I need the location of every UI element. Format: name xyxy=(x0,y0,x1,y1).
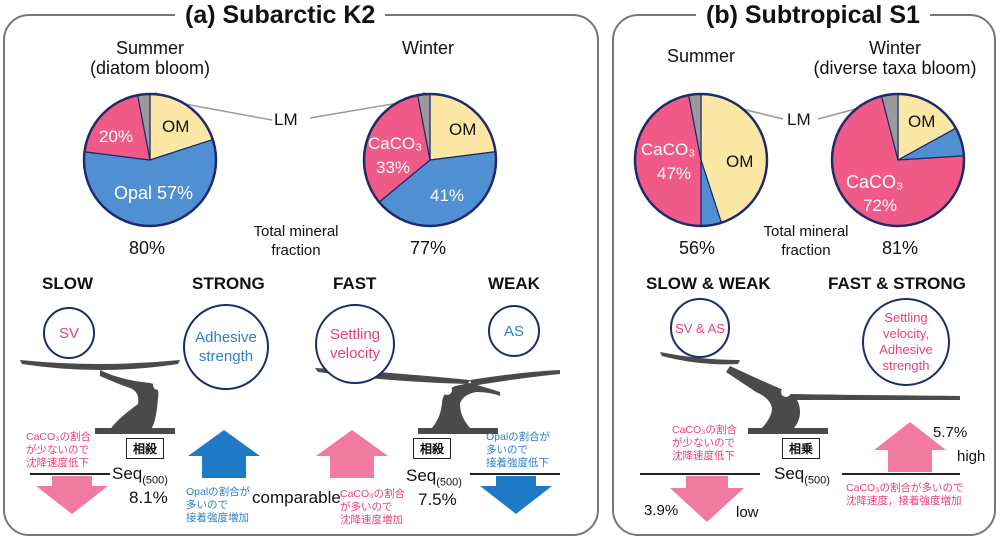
seq-label-b: Seq(500) xyxy=(774,464,830,487)
sv-as-circle-b: SV & AS xyxy=(670,298,730,358)
summer-b-caco3-label: CaCO₃ xyxy=(641,140,696,159)
summer-b-om-label: OM xyxy=(726,152,754,171)
sv-circle-a: SV xyxy=(43,307,95,359)
summer-a-om-label: OM xyxy=(162,117,190,136)
summer-a-total: 80% xyxy=(128,238,166,258)
winter-b-caco3-label: CaCO₃ xyxy=(846,172,904,192)
high-label-b: high xyxy=(957,448,986,465)
arrow-down-blue-a xyxy=(480,476,552,514)
lm-arrowhead-summer-a xyxy=(144,91,157,104)
lm-pointer-winter-a xyxy=(309,97,429,119)
scale-b xyxy=(660,352,960,434)
winter-a-opal-pct: 41% xyxy=(430,186,465,205)
lm-arrowhead-winter-b xyxy=(888,92,901,105)
lm-arrowhead-summer-b xyxy=(694,92,707,105)
panel-a-title: (a) Subarctic K2 xyxy=(175,1,386,30)
offset-box-a-left: 相殺 xyxy=(126,438,165,459)
winter-a-title: Winter xyxy=(401,38,455,58)
winter-a-om-label: OM xyxy=(449,120,477,139)
summer-b-total: 56% xyxy=(678,238,716,258)
winter-b-caco3-pct: 72% xyxy=(863,196,898,215)
weak-label-a: WEAK xyxy=(488,274,540,293)
summer-b-title: Summer xyxy=(666,46,736,66)
as-circle-a: AS xyxy=(488,305,540,357)
summer-a-title: Summer (diatom bloom) xyxy=(89,38,211,78)
settling-circle-a: Settling velocity xyxy=(315,304,395,384)
note-a-pink-mid: CaCO₃の割合 が多いので 沈降速度増加 xyxy=(340,488,405,526)
note-a-pink-left: CaCO₃の割合 が少ないので 沈降速度低下 xyxy=(26,431,91,469)
winter-a-caco3-label: CaCO₃ xyxy=(368,134,423,153)
scale-a-left xyxy=(20,360,180,434)
winter-a-total: 77% xyxy=(409,238,447,258)
summer-b-caco3-pct: 47% xyxy=(657,164,692,183)
fast-label-a: FAST xyxy=(333,274,377,293)
lm-arrowhead-winter-a xyxy=(423,91,436,104)
note-a-blue-mid: Opalの割合が 多いので 接着強度増加 xyxy=(186,486,251,524)
summer-a-opal-label: Opal 57% xyxy=(114,183,194,203)
total-mineral-b: Total mineral fraction xyxy=(763,223,849,259)
winter-b-title: Winter (diverse taxa bloom) xyxy=(813,38,977,78)
arrow-down-pink-b xyxy=(670,476,744,522)
high-value-b: 5.7% xyxy=(933,424,968,441)
fast-strong-label: FAST & STRONG xyxy=(828,274,966,293)
arrow-up-blue-a xyxy=(188,430,260,478)
seq-value-a-left: 8.1% xyxy=(129,488,168,507)
winter-b-total: 81% xyxy=(881,238,919,258)
winter-b-om-label: OM xyxy=(908,112,936,131)
fast-strong-circle-b: Settling velocity, Adhesive strength xyxy=(862,298,950,386)
summer-a-caco3-label: 20% xyxy=(99,127,134,146)
lm-label-b: LM xyxy=(787,110,811,129)
seq-value-a-right: 7.5% xyxy=(418,490,457,509)
lm-pointer-winter-b xyxy=(817,98,894,120)
seq-label-a-right: Seq(500) xyxy=(406,466,462,489)
total-mineral-a: Total mineral fraction xyxy=(253,223,339,259)
low-label-b: low xyxy=(736,504,759,521)
comparable-label: comparable xyxy=(252,488,341,507)
adhesive-circle-a: Adhesive strength xyxy=(183,304,269,390)
note-b-pink-right: CaCO₃の割合が多いので 沈降速度，接着強度増加 xyxy=(846,482,964,507)
low-value-b: 3.9% xyxy=(644,502,679,519)
note-b-pink-left: CaCO₃の割合 が少ないので 沈降速度低下 xyxy=(672,424,737,462)
synergy-box-b: 相乗 xyxy=(782,438,821,459)
arrow-up-pink-a xyxy=(316,430,388,478)
panel-b-title: (b) Subtropical S1 xyxy=(696,1,930,30)
slow-label-a: SLOW xyxy=(42,274,93,293)
strong-label-a: STRONG xyxy=(192,274,265,293)
arrow-down-pink-a xyxy=(36,476,108,514)
seq-label-a-left: Seq(500) xyxy=(112,464,168,487)
slow-weak-label: SLOW & WEAK xyxy=(646,274,771,293)
lm-pointer-summer-b xyxy=(701,98,784,120)
note-a-blue-right: Opalの割合が 多いので 接着強度低下 xyxy=(486,431,551,469)
winter-a-caco3-pct: 33% xyxy=(376,158,411,177)
offset-box-a-right: 相殺 xyxy=(413,438,452,459)
lm-label-a: LM xyxy=(274,110,298,129)
arrow-up-pink-b xyxy=(874,422,946,472)
